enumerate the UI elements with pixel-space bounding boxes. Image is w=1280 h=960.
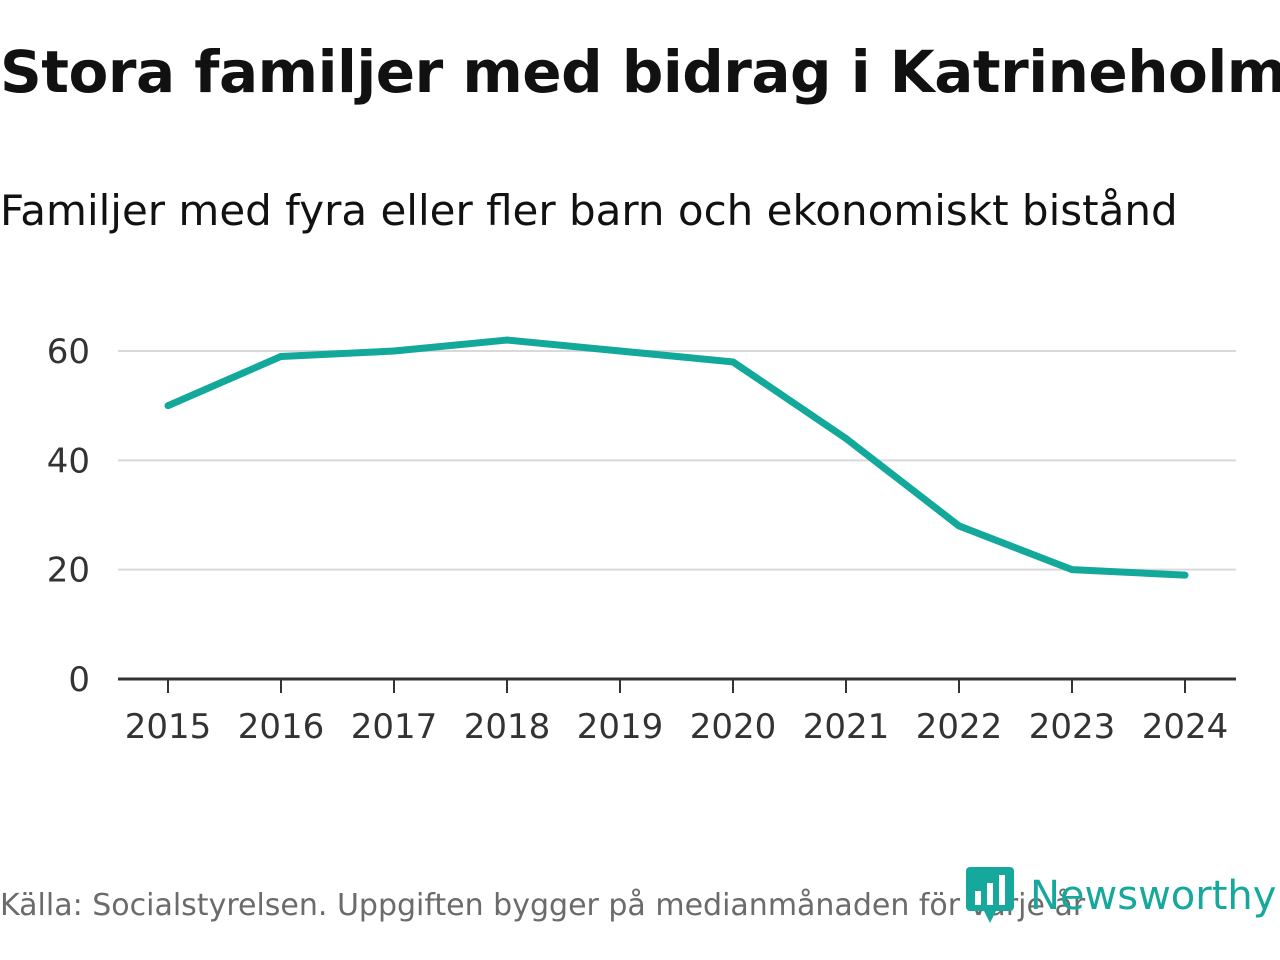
data-point-2018: [503, 336, 511, 344]
newsworthy-logo-icon: [966, 867, 1014, 923]
data-point-2016: [277, 352, 285, 360]
y-tick-label: 40: [47, 441, 90, 481]
newsworthy-logo: Newsworthy: [964, 864, 1276, 928]
y-tick-label: 0: [68, 660, 90, 700]
grid-lines: [118, 350, 1236, 571]
data-point-2017: [390, 347, 398, 355]
newsworthy-logo-text: Newsworthy: [1030, 873, 1277, 919]
x-axis: 2015 2016 2017 2018 2019 2020 2021 2022 2023 2024: [118, 677, 1236, 747]
x-tick-label: 2016: [238, 707, 325, 747]
x-tick-label: 2019: [577, 707, 664, 747]
x-tick-label: 2015: [125, 707, 212, 747]
data-point-2021: [842, 434, 850, 442]
x-tick-label: 2021: [803, 707, 890, 747]
data-series: [164, 336, 1189, 579]
data-point-2022: [955, 522, 963, 530]
x-tick-label: 2020: [690, 707, 777, 747]
x-tick-label: 2023: [1029, 707, 1116, 747]
x-tick-label: 2018: [464, 707, 551, 747]
x-tick-label: 2022: [916, 707, 1003, 747]
y-tick-label: 20: [47, 551, 90, 591]
data-point-2015: [164, 402, 172, 410]
data-point-2024: [1181, 571, 1189, 579]
chart-subtitle: Familjer med fyra eller fler barn och ek…: [0, 186, 1178, 235]
y-axis-labels: 0 20 40 60: [47, 332, 90, 700]
series-line: [166, 336, 1186, 579]
y-tick-label: 60: [47, 332, 90, 372]
data-point-2019: [616, 347, 624, 355]
data-point-2020: [729, 358, 737, 366]
chart-title: Stora familjer med bidrag i Katrineholm: [0, 38, 1280, 106]
data-point-2023: [1068, 566, 1076, 574]
x-tick-label: 2017: [351, 707, 438, 747]
source-note: Källa: Socialstyrelsen. Uppgiften bygger…: [0, 888, 1086, 923]
x-tick-label: 2024: [1142, 707, 1229, 747]
